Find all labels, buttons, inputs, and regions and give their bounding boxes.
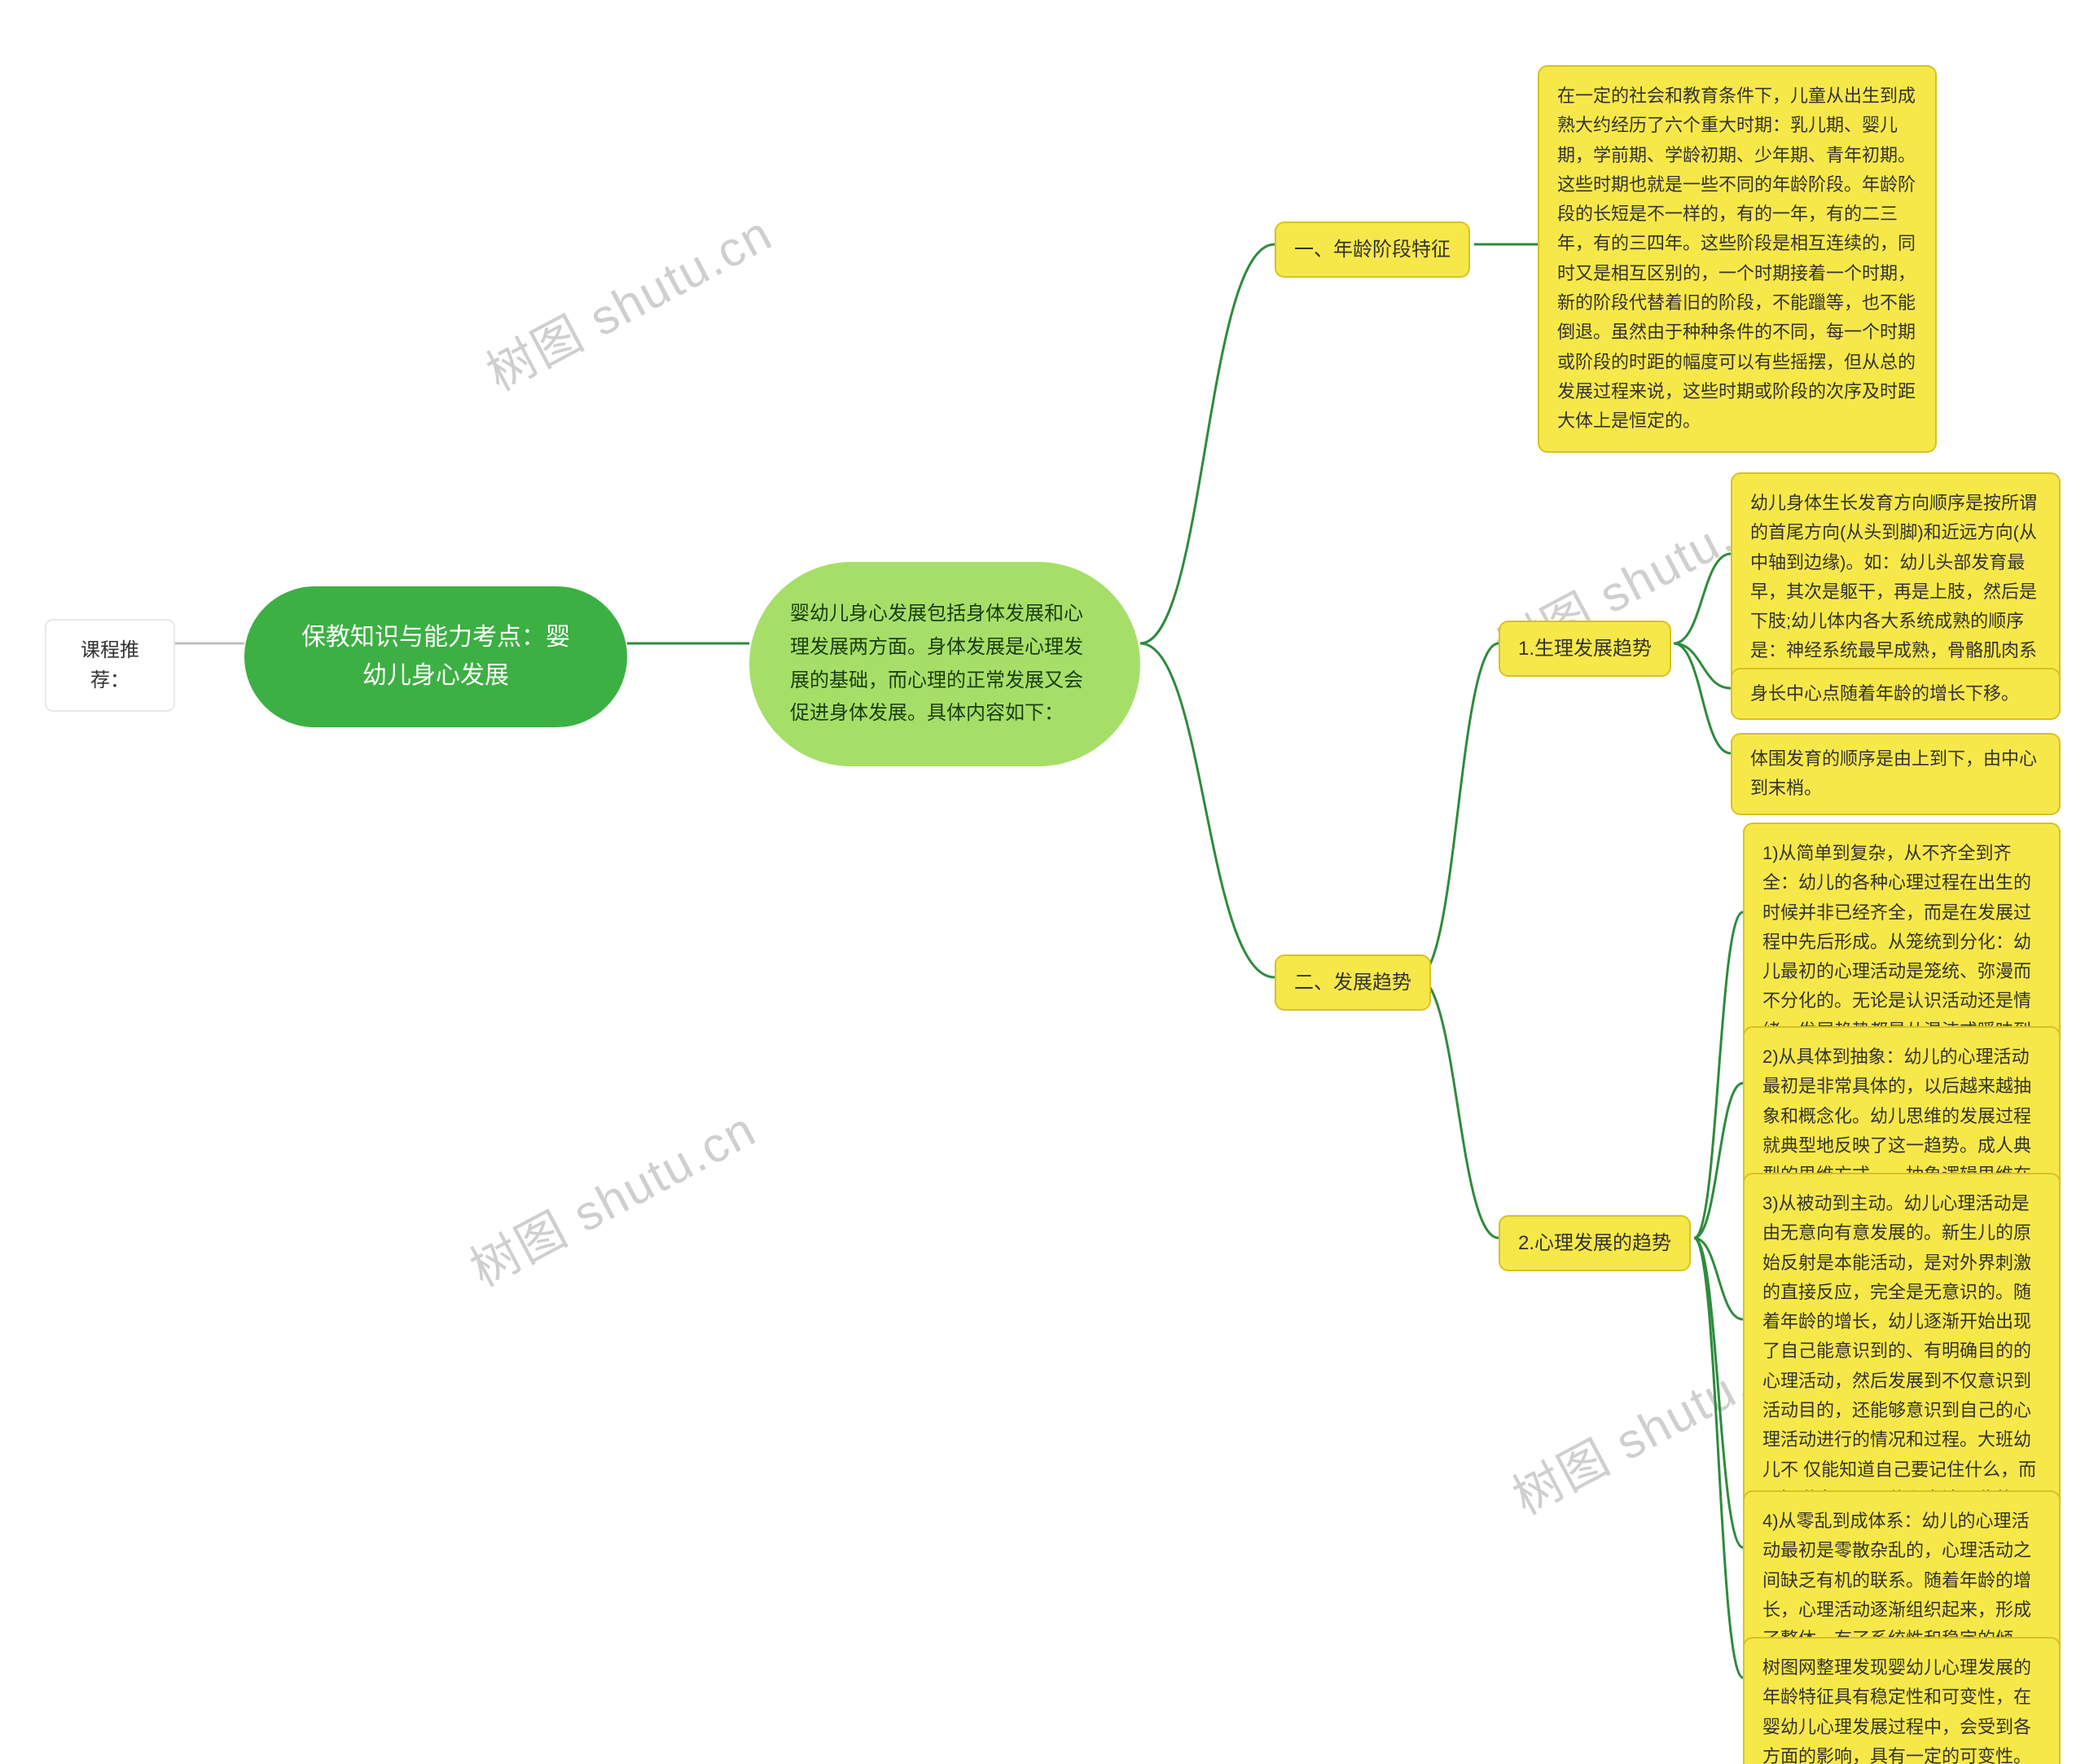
watermark: 树图 shutu.cn <box>472 195 783 405</box>
subsection-psychological[interactable]: 2.心理发展的趋势 <box>1499 1215 1691 1271</box>
leaf-age-stage-desc[interactable]: 在一定的社会和教育条件下，儿童从出生到成熟大约经历了六个重大时期：乳儿期、婴儿期… <box>1538 65 1937 453</box>
section-age-stage[interactable]: 一、年龄阶段特征 <box>1275 222 1470 278</box>
summary-label: 婴幼儿身心发展包括身体发展和心 理发展两方面。身体发展是心理发 展的基础，而心理… <box>790 598 1083 731</box>
section-development-trend[interactable]: 二、发展趋势 <box>1275 954 1431 1011</box>
leaf-psych-5[interactable]: 树图网整理发现婴幼儿心理发展的年龄特征具有稳定性和可变性，在婴幼儿心理发展过程中… <box>1743 1637 2061 1764</box>
section-label: 2.心理发展的趋势 <box>1518 1228 1671 1258</box>
leaf-text: 体围发育的顺序是由上到下，由中心到末梢。 <box>1750 744 2041 804</box>
root-node[interactable]: 课程推荐： <box>45 619 175 712</box>
section-label: 二、发展趋势 <box>1294 968 1411 998</box>
center-label: 保教知识与能力考点：婴 幼儿身心发展 <box>301 619 570 695</box>
root-label: 课程推荐： <box>68 635 152 696</box>
section-label: 一、年龄阶段特征 <box>1294 235 1451 265</box>
subsection-physiological[interactable]: 1.生理发展趋势 <box>1499 621 1671 677</box>
leaf-text: 幼儿身体生长发育方向顺序是按所谓的首尾方向(从头到脚)和近远方向(从中轴到边缘)… <box>1750 489 2041 696</box>
leaf-text: 树图网整理发现婴幼儿心理发展的年龄特征具有稳定性和可变性，在婴幼儿心理发展过程中… <box>1762 1653 2041 1764</box>
leaf-text: 在一定的社会和教育条件下，儿童从出生到成熟大约经历了六个重大时期：乳儿期、婴儿期… <box>1557 81 1917 437</box>
leaf-physio-3[interactable]: 体围发育的顺序是由上到下，由中心到末梢。 <box>1731 733 2061 815</box>
section-label: 1.生理发展趋势 <box>1518 634 1652 664</box>
mindmap-canvas: 树图 shutu.cn 树图 shutu.cn 树图 shutu.cn 树图 s… <box>0 0 2085 1764</box>
watermark: 树图 shutu.cn <box>456 1090 766 1301</box>
center-node[interactable]: 保教知识与能力考点：婴 幼儿身心发展 <box>244 586 627 727</box>
summary-node[interactable]: 婴幼儿身心发展包括身体发展和心 理发展两方面。身体发展是心理发 展的基础，而心理… <box>749 562 1140 766</box>
leaf-text: 身长中心点随着年龄的增长下移。 <box>1750 679 2019 709</box>
leaf-physio-2[interactable]: 身长中心点随着年龄的增长下移。 <box>1731 668 2061 720</box>
